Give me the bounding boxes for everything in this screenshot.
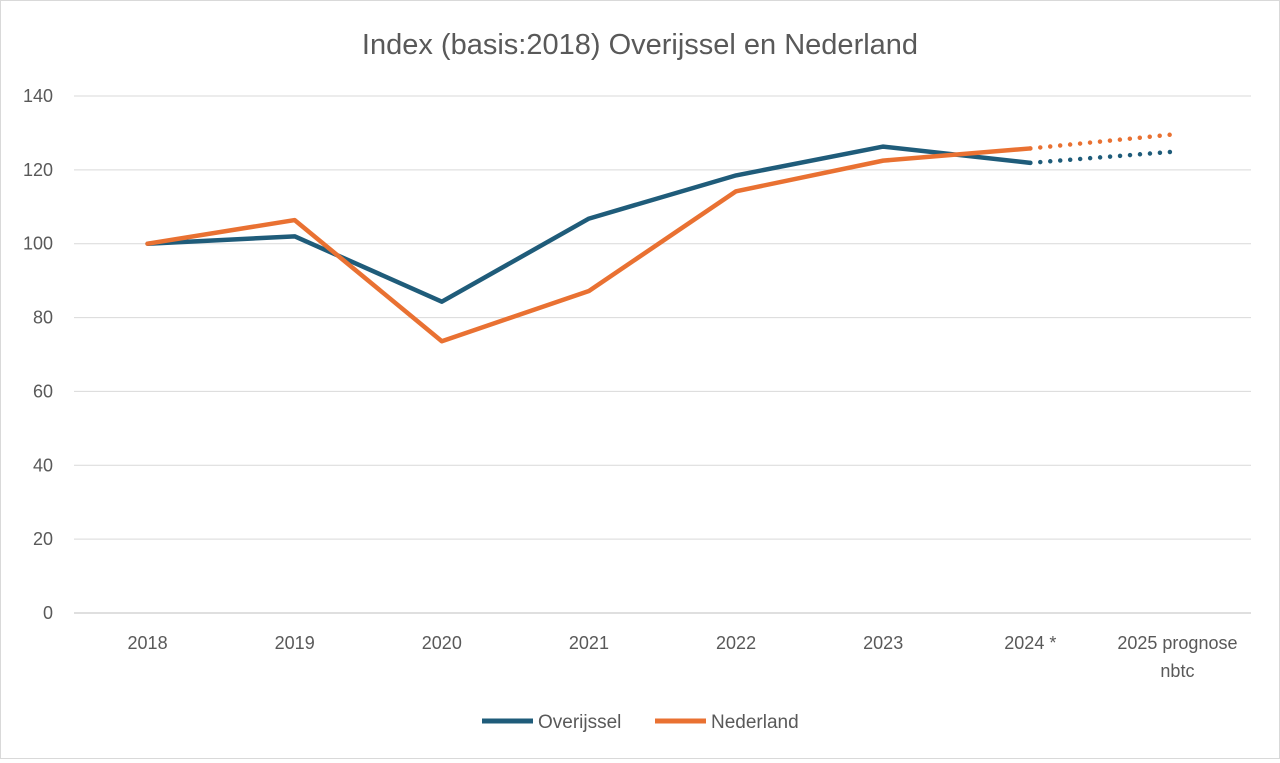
x-tick-label: 2023 (863, 633, 903, 653)
x-tick-label-line: 2025 prognose (1117, 633, 1237, 653)
legend: Overijssel Nederland (482, 712, 799, 733)
series-forecast-line-overijssel (1030, 151, 1177, 162)
series-forecast-line-nederland (1030, 134, 1177, 148)
legend-label: Overijssel (538, 712, 621, 733)
x-tick-label-line: 2019 (275, 633, 315, 653)
x-tick-label-line: 2023 (863, 633, 903, 653)
x-tick-label: 2022 (716, 633, 756, 653)
series-line-nederland (148, 148, 1031, 341)
y-tick-label: 100 (23, 234, 53, 254)
x-tick-label-line: nbtc (1160, 661, 1194, 681)
x-axis: 2018 2019 2020 2021 2022 2023 2024 * 2025 progn… (128, 633, 1238, 681)
y-tick-label: 140 (23, 86, 53, 106)
y-tick-label: 60 (33, 381, 53, 401)
legend-label: Nederland (711, 712, 799, 733)
y-tick-label: 20 (33, 529, 53, 549)
chart-title: Index (basis:2018) Overijssel en Nederla… (362, 29, 918, 61)
y-tick-label: 0 (43, 603, 53, 623)
x-tick-label: 2025 prognose nbtc (1117, 633, 1237, 681)
x-tick-label-line: 2022 (716, 633, 756, 653)
x-tick-label: 2020 (422, 633, 462, 653)
series-layer (147, 134, 1177, 341)
x-tick-label: 2019 (275, 633, 315, 653)
x-tick-label-line: 2021 (569, 633, 609, 653)
y-axis: 0 20 40 60 80 100 120 140 (23, 86, 53, 623)
y-tick-label: 40 (33, 455, 53, 475)
x-tick-label-line: 2020 (422, 633, 462, 653)
x-tick-label-line: 2018 (128, 633, 168, 653)
x-tick-label: 2024 * (1004, 633, 1056, 653)
x-tick-label: 2021 (569, 633, 609, 653)
gridlines (74, 96, 1251, 613)
y-tick-label: 80 (33, 308, 53, 328)
y-tick-label: 120 (23, 160, 53, 180)
x-tick-label-line: 2024 * (1004, 633, 1056, 653)
x-tick-label: 2018 (128, 633, 168, 653)
